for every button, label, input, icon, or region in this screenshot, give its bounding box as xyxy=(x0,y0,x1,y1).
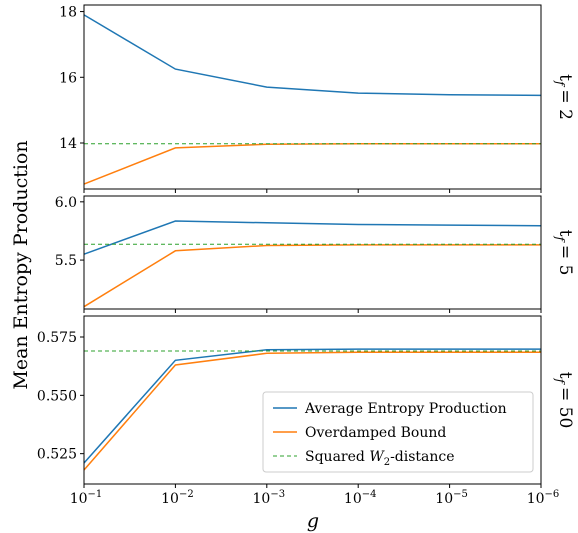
panel-label-1: tf= 2 xyxy=(553,74,575,120)
panel-2: 5.5 6.0 tf= 5 xyxy=(55,195,575,313)
legend-box xyxy=(262,391,534,473)
y-tick-label: 0.525 xyxy=(37,447,77,463)
legend-label-2: Overdamped Bound xyxy=(305,425,446,441)
series-line-2-panel-1 xyxy=(83,142,541,185)
series-line-1-panel-2 xyxy=(83,220,542,255)
legend: Average Entropy Production Overdamped Bou… xyxy=(262,391,534,473)
panel-label-2: tf= 5 xyxy=(553,230,575,276)
panels: 14 16 18 tf= 2 5.5 6.0 tf= 5 0.525 0.550 0.575 tf=… xyxy=(37,4,575,488)
x-axis-ticks: 10−1 10−2 10−3 10−4 10−5 10−6 xyxy=(70,489,560,507)
y-tick-label: 16 xyxy=(59,70,77,86)
series-line-1-panel-3 xyxy=(83,348,541,464)
x-axis-label: g xyxy=(307,510,319,532)
y-tick-label: 6.0 xyxy=(55,195,77,211)
legend-label-3: Squared W2-distance xyxy=(305,449,455,468)
y-axis-label: Mean Entropy Production xyxy=(10,140,32,389)
legend-label-1: Average Entropy Production xyxy=(304,401,507,417)
panel-3: 0.525 0.550 0.575 tf= 50 xyxy=(37,315,575,488)
y-tick-label: 0.575 xyxy=(37,330,77,346)
panel-frame-3 xyxy=(83,315,542,485)
panel-1: 14 16 18 tf= 2 xyxy=(59,4,575,193)
panel-frame-2 xyxy=(83,195,542,310)
y-tick-label: 18 xyxy=(59,5,77,21)
x-tick-label: 10−5 xyxy=(435,489,468,507)
panel-frame-1 xyxy=(83,4,542,190)
panel-label-3: tf= 50 xyxy=(553,372,575,429)
y-tick-label: 5.5 xyxy=(55,253,77,269)
series-line-1-panel-1 xyxy=(83,14,542,97)
y-tick-label: 14 xyxy=(59,136,77,152)
y-tick-label: 0.550 xyxy=(37,388,77,404)
x-tick-label: 10−3 xyxy=(253,489,286,507)
x-tick-label: 10−4 xyxy=(344,489,377,507)
x-tick-label: 10−6 xyxy=(527,489,560,507)
x-tick-label: 10−1 xyxy=(70,489,103,507)
x-tick-label: 10−2 xyxy=(161,489,194,507)
series-line-2-panel-3 xyxy=(83,351,541,471)
series-line-2-panel-2 xyxy=(83,244,541,308)
